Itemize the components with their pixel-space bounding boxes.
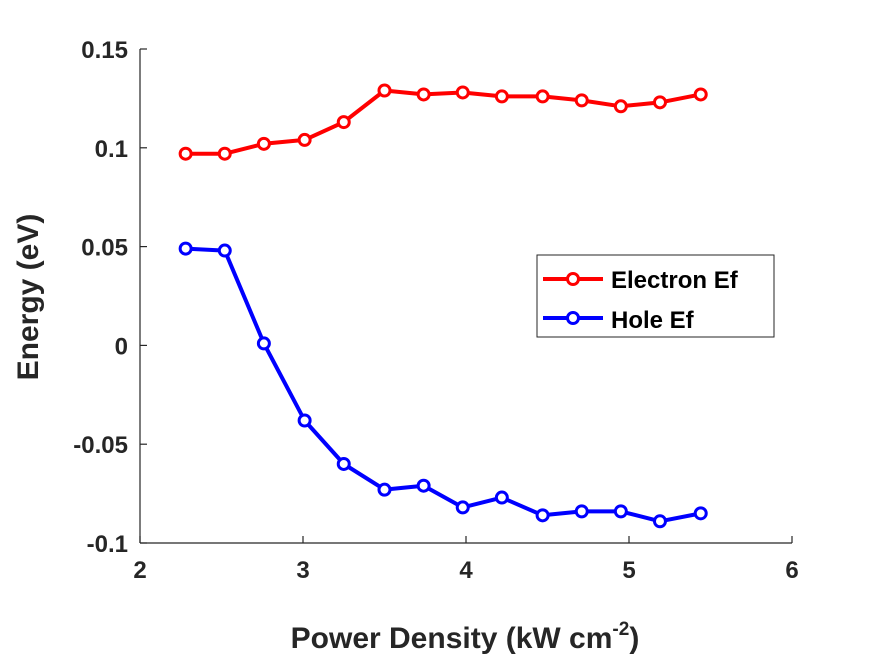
data-point <box>494 490 509 505</box>
data-point <box>377 83 392 98</box>
legend-entry-hole: Hole Ef <box>543 307 695 334</box>
data-point <box>336 456 351 471</box>
data-point <box>416 87 431 102</box>
data-point <box>178 146 193 161</box>
data-point <box>652 514 667 529</box>
data-point <box>297 132 312 147</box>
y-tick-label: 0.05 <box>81 235 128 262</box>
y-axis-label: Energy (eV) <box>12 214 45 381</box>
data-point <box>256 136 271 151</box>
legend-swatch-electron-marker <box>566 272 580 286</box>
ticks: 2 3 4 5 6 -0.1 -0.05 0 0.05 0.1 0.15 <box>73 37 798 584</box>
series-layer <box>178 83 708 529</box>
y-tick-label: 0.1 <box>95 136 128 163</box>
y-tick-label: 0.15 <box>81 37 128 64</box>
data-point <box>455 500 470 515</box>
x-tick-label: 4 <box>459 557 473 584</box>
data-point <box>613 99 628 114</box>
data-point <box>574 504 589 519</box>
x-tick-label: 5 <box>622 557 635 584</box>
y-tick-label: 0 <box>115 333 128 360</box>
data-point <box>217 243 232 258</box>
data-point <box>377 482 392 497</box>
x-tick-label: 6 <box>785 557 798 584</box>
x-axis-label-main: Power Density (kW cm <box>291 622 613 655</box>
data-point <box>693 506 708 521</box>
data-point <box>297 413 312 428</box>
legend-swatch-hole-marker <box>566 311 580 325</box>
x-tick-label: 3 <box>296 557 309 584</box>
y-tick-label: -0.1 <box>87 531 128 558</box>
data-point <box>574 93 589 108</box>
y-tick-label: -0.05 <box>73 432 128 459</box>
data-point <box>535 89 550 104</box>
data-point <box>455 85 470 100</box>
data-point <box>652 95 667 110</box>
data-point <box>256 336 271 351</box>
legend-entry-electron: Electron Ef <box>543 267 739 294</box>
data-point <box>693 87 708 102</box>
series-electron-ef <box>178 83 708 161</box>
data-point <box>494 89 509 104</box>
x-axis-label: Power Density (kW cm-2) <box>291 619 640 655</box>
data-point <box>336 115 351 130</box>
data-point <box>416 478 431 493</box>
data-point <box>535 508 550 523</box>
data-point <box>613 504 628 519</box>
data-point <box>178 241 193 256</box>
legend-label-electron: Electron Ef <box>611 267 739 294</box>
legend-label-hole: Hole Ef <box>611 307 695 334</box>
legend: Electron Ef Hole Ef <box>536 254 775 338</box>
x-axis-label-superscript: -2 <box>612 619 629 640</box>
x-axis-label-suffix: ) <box>629 622 639 655</box>
data-point <box>217 146 232 161</box>
x-tick-label: 2 <box>133 557 146 584</box>
series-hole-ef <box>178 241 708 529</box>
